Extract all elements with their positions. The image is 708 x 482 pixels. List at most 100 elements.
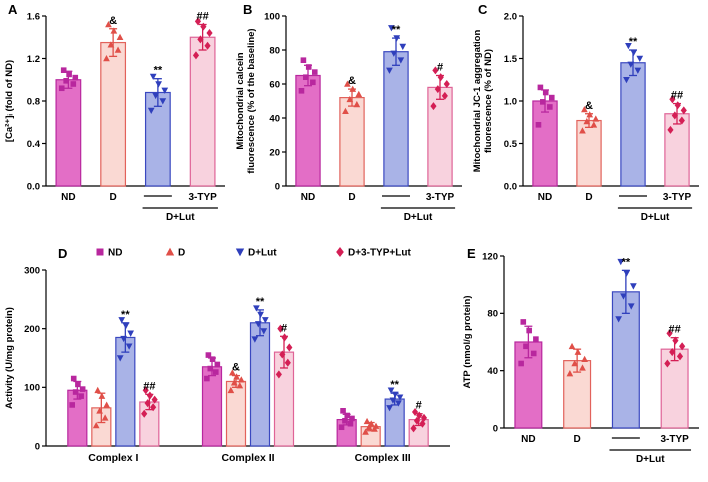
scatter-point	[66, 71, 72, 78]
x-category-label: Complex I	[88, 452, 138, 464]
scatter-point	[303, 74, 309, 80]
y-tick-label: 80	[487, 309, 498, 320]
significance-annotation: ##	[197, 11, 209, 23]
x-tick-label: ND	[538, 192, 552, 203]
panel-e: E 0 40 80 120 ATP (nmol/g protein) ** ## ND D 3-T…	[458, 240, 708, 482]
y-tick-label: 0	[493, 423, 498, 434]
significance-annotation: &	[585, 100, 593, 112]
scatter-point	[391, 391, 399, 398]
y-tick-label: 0.5	[504, 139, 518, 150]
scatter-point	[586, 111, 594, 118]
scatter-point	[236, 382, 244, 389]
scatter-point	[305, 64, 312, 70]
y-axis-label: fluorescence (% of ND)	[483, 49, 494, 153]
scatter-point	[518, 360, 524, 367]
x-tick-label: D	[110, 192, 117, 203]
scatter-point	[615, 316, 622, 323]
scatter-point	[338, 424, 345, 431]
y-tick-label: 1.2	[27, 54, 40, 65]
y-tick-label: 0.8	[27, 96, 40, 107]
scatter-point	[349, 415, 355, 422]
scatter-point	[397, 57, 405, 64]
panel-letter: A	[8, 2, 18, 17]
x-category-label: Complex III	[355, 452, 411, 464]
scatter-point	[636, 55, 644, 62]
scatter-point	[411, 407, 419, 417]
scatter-point	[254, 321, 262, 328]
significance-annotation: **	[256, 296, 265, 308]
panel-letter: C	[478, 2, 488, 17]
scatter-point	[623, 270, 631, 277]
scatter-point	[141, 409, 148, 418]
bar	[189, 36, 216, 187]
significance-annotation: ##	[143, 380, 155, 392]
y-tick-label: 100	[24, 383, 40, 394]
significance-annotation: ##	[669, 324, 681, 336]
scatter-point	[229, 369, 236, 376]
scatter-point	[204, 41, 211, 50]
scatter-point	[72, 74, 79, 81]
panel-b: B 0 20 40 60 80 100 Mitochondrial calcein fluor…	[234, 0, 471, 240]
inhibitor-label: 3-TYP	[188, 192, 217, 203]
inhibitor-label: 3-TYP	[663, 192, 692, 203]
scatter-point	[70, 81, 77, 87]
scatter-point	[251, 336, 259, 343]
significance-annotation: **	[154, 65, 163, 77]
scatter-point	[413, 416, 421, 425]
significance-annotation: &	[348, 75, 356, 87]
scatter-point	[393, 35, 401, 42]
scatter-point	[416, 411, 423, 420]
y-tick-label: 40	[487, 366, 498, 377]
y-axis-label: ATP (nmol/g protein)	[462, 295, 473, 388]
y-tick-label: 20	[269, 147, 280, 158]
scatter-point	[69, 402, 76, 408]
y-tick-label: 100	[264, 11, 280, 22]
scatter-point	[430, 102, 437, 111]
scatter-point	[630, 49, 638, 57]
scatter-point	[146, 391, 153, 400]
significance-annotation: **	[392, 24, 401, 36]
scatter-point	[353, 100, 361, 108]
scatter-point	[627, 61, 635, 68]
bar	[427, 86, 453, 187]
scatter-point	[548, 94, 555, 101]
scatter-point	[63, 78, 69, 84]
scatter-point	[58, 85, 65, 92]
bar	[339, 96, 365, 187]
scatter-point	[159, 98, 167, 105]
scatter-point	[372, 422, 380, 429]
scatter-point	[103, 55, 110, 62]
scatter-point	[523, 343, 529, 350]
scatter-point	[105, 21, 112, 28]
scatter-point	[213, 369, 219, 375]
scatter-point	[579, 127, 586, 134]
scatter-point	[155, 81, 162, 88]
y-tick-label: 0	[275, 181, 280, 192]
inhibitor-label: 3-TYP	[660, 434, 689, 445]
y-tick-label: 0.0	[27, 181, 40, 192]
scatter-point	[60, 67, 67, 73]
legend-marker	[96, 248, 104, 256]
scatter-point	[568, 342, 576, 350]
y-tick-label: 200	[24, 324, 40, 335]
scatter-point	[349, 85, 357, 92]
y-tick-label: 1.5	[504, 54, 518, 65]
scatter-point	[581, 106, 588, 113]
scatter-point	[125, 343, 133, 350]
scatter-point	[75, 381, 81, 388]
scatter-point	[592, 115, 600, 122]
legend-marker	[336, 246, 344, 258]
scatter-point	[386, 67, 393, 74]
y-axis-label: Activity (U/mg protein)	[4, 307, 15, 409]
significance-annotation: **	[121, 309, 130, 321]
scatter-point	[395, 400, 402, 407]
scatter-point	[204, 375, 210, 382]
scatter-point	[623, 76, 630, 84]
chart-calcein: 0 20 40 60 80 100 Mitochondrial calcein fluores…	[235, 11, 462, 223]
significance-annotation: **	[629, 36, 638, 48]
significance-annotation: &	[232, 362, 240, 374]
scatter-point	[253, 305, 260, 312]
scatter-point	[257, 311, 264, 319]
scatter-point	[590, 121, 598, 128]
scatter-point	[583, 117, 591, 125]
